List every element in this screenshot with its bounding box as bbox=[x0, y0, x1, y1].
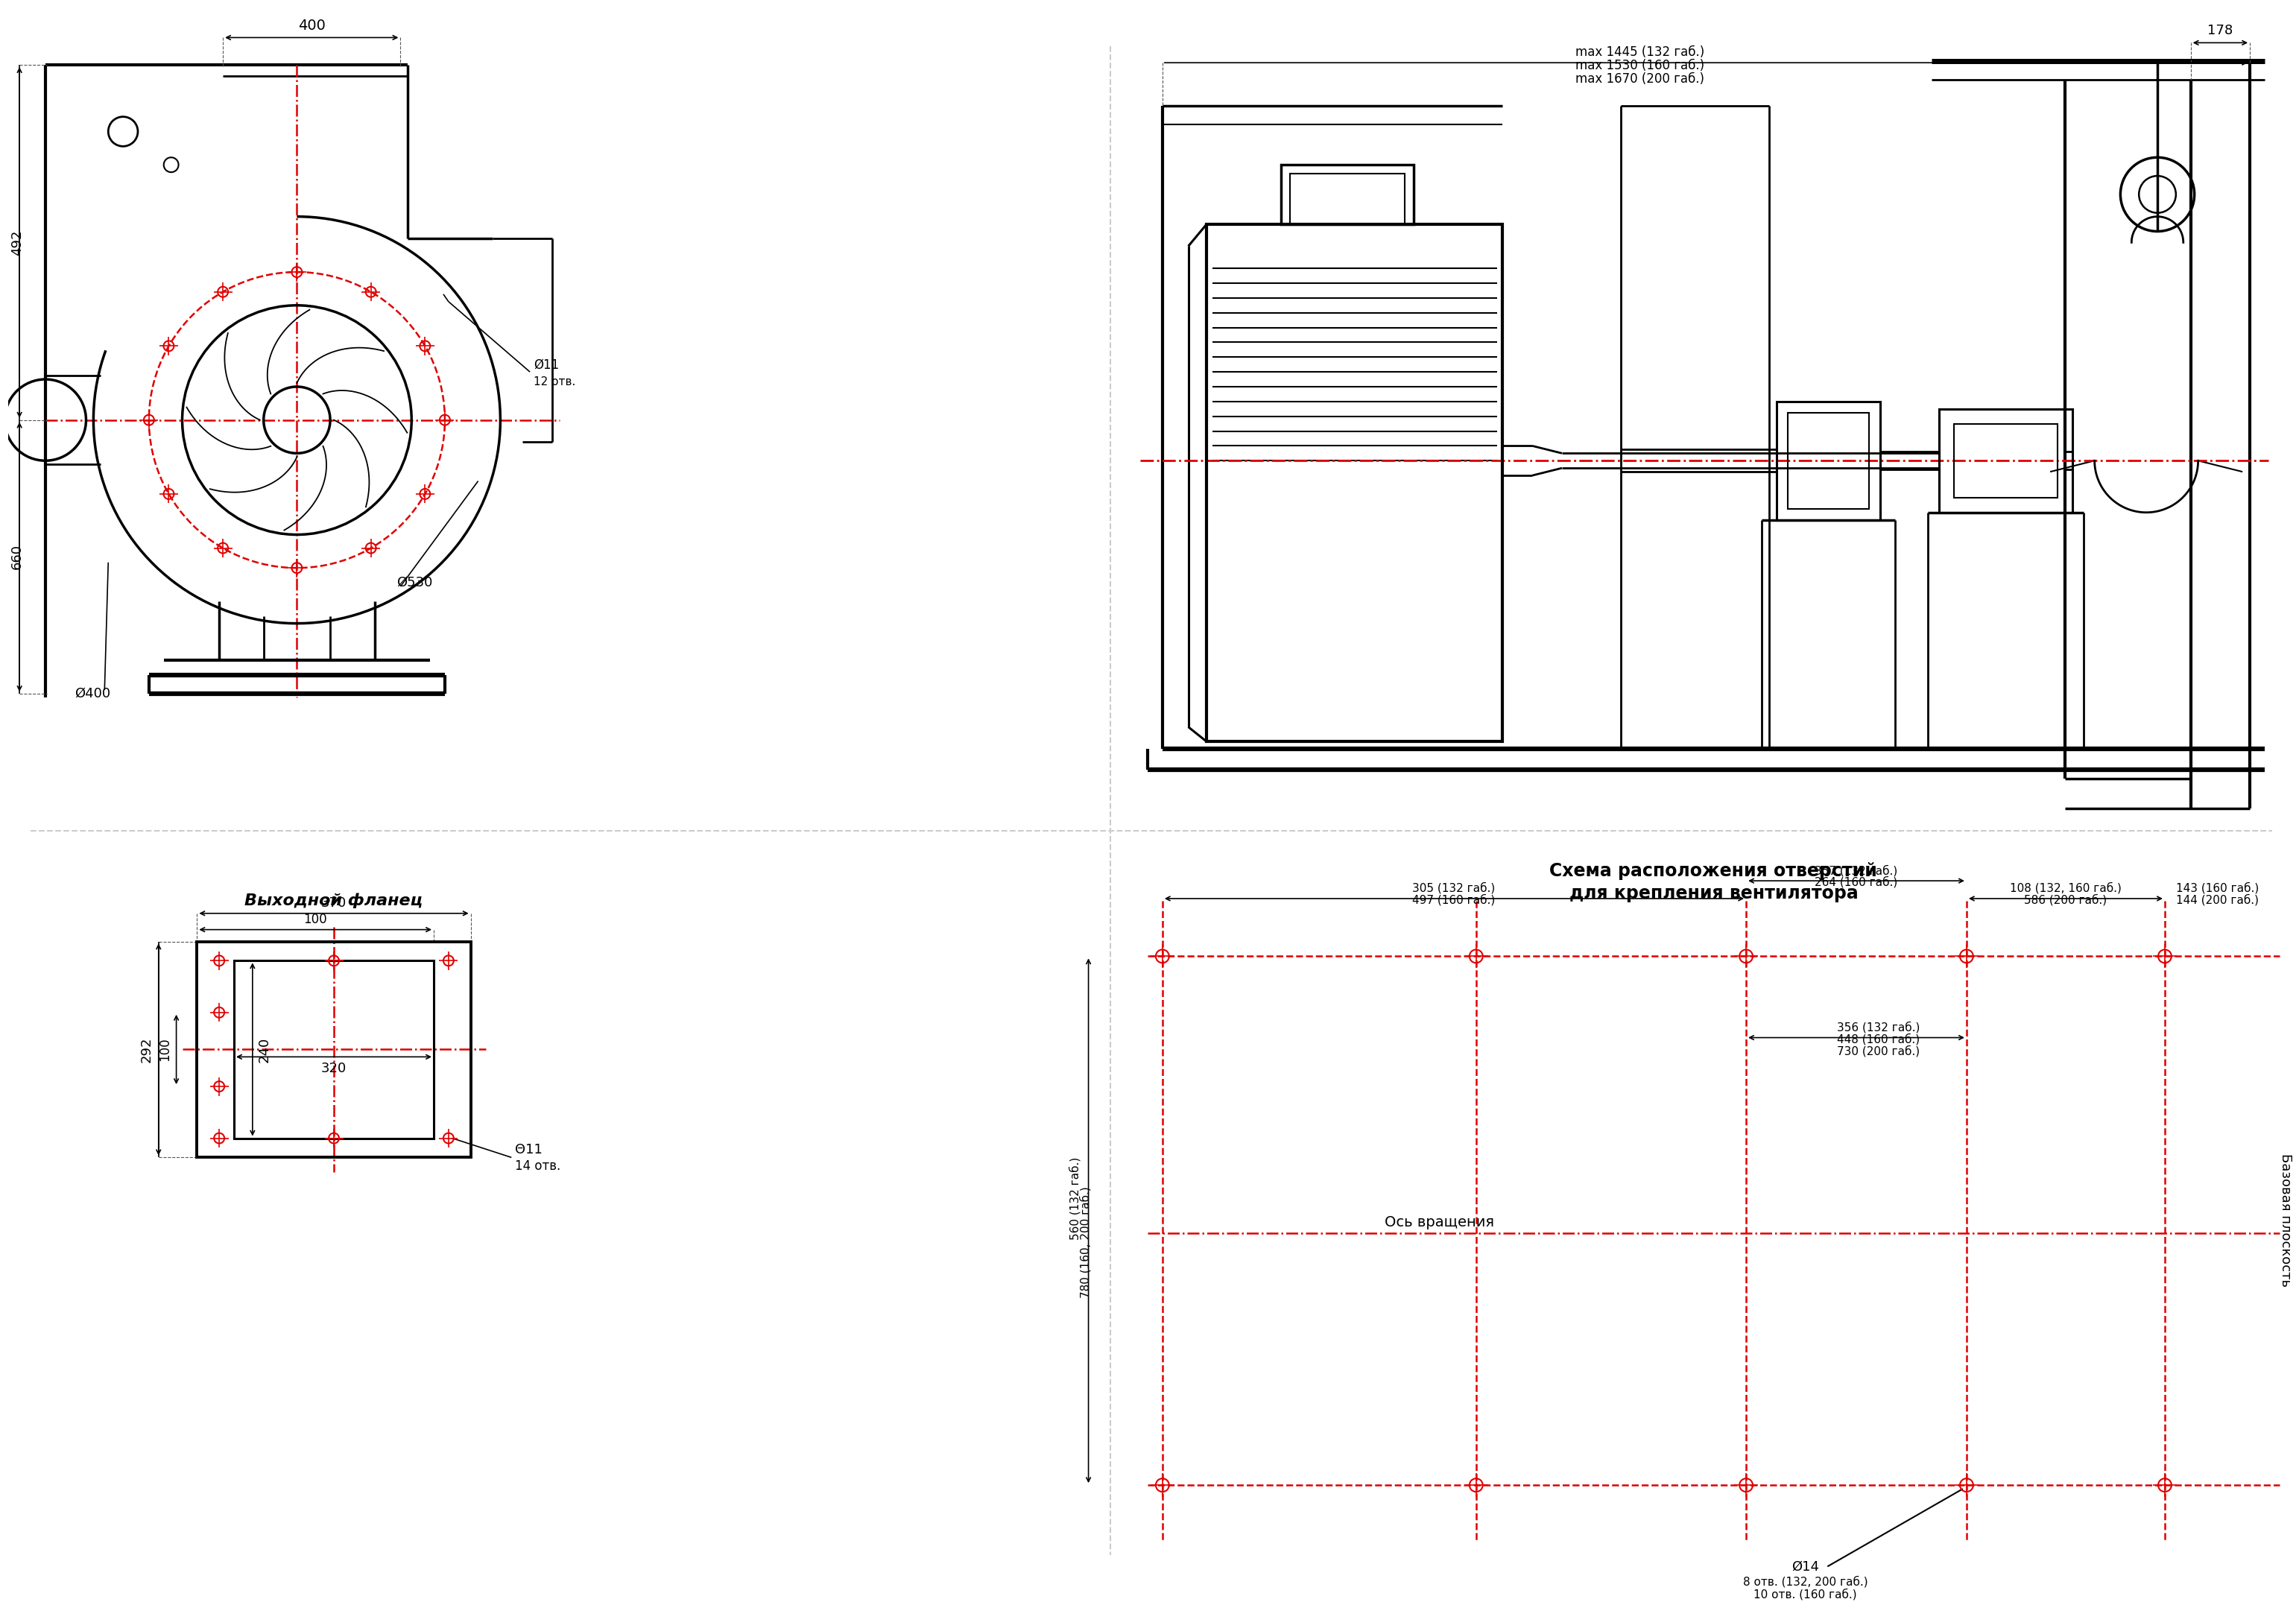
Text: Θ11: Θ11 bbox=[514, 1144, 542, 1157]
Text: 780 (160, 200 габ.): 780 (160, 200 габ.) bbox=[1079, 1187, 1091, 1298]
Bar bbox=[1290, 173, 1405, 224]
Bar bbox=[1954, 423, 2057, 498]
Text: 108 (132, 160 габ.): 108 (132, 160 габ.) bbox=[2009, 883, 2122, 894]
Text: 357 (132 габ.): 357 (132 габ.) bbox=[1814, 865, 1899, 876]
Text: 12 отв.: 12 отв. bbox=[533, 376, 576, 388]
Text: Схема расположения отверстий: Схема расположения отверстий bbox=[1550, 862, 1878, 879]
Text: 292: 292 bbox=[140, 1036, 154, 1062]
Text: 660: 660 bbox=[11, 545, 23, 569]
Circle shape bbox=[163, 157, 179, 171]
Text: 100: 100 bbox=[158, 1038, 172, 1061]
Text: 240: 240 bbox=[257, 1036, 271, 1062]
Text: для крепления вентилятора: для крепления вентилятора bbox=[1568, 884, 1857, 902]
Text: 143 (160 габ.): 143 (160 габ.) bbox=[2177, 883, 2259, 894]
Text: Ø14: Ø14 bbox=[1791, 1560, 1818, 1573]
Text: 586 (200 габ.): 586 (200 габ.) bbox=[2025, 894, 2108, 905]
Text: max 1445 (132 габ.): max 1445 (132 габ.) bbox=[1575, 46, 1704, 59]
Bar bbox=[1208, 224, 1502, 742]
Text: Ø530: Ø530 bbox=[397, 577, 434, 590]
Text: 100: 100 bbox=[303, 913, 326, 926]
Text: 497 (160 габ.): 497 (160 габ.) bbox=[1412, 894, 1495, 905]
Text: 305 (132 габ.): 305 (132 габ.) bbox=[1412, 883, 1495, 894]
Text: 730 (200 габ.): 730 (200 габ.) bbox=[1837, 1045, 1919, 1057]
Text: 448 (160 габ.): 448 (160 габ.) bbox=[1837, 1033, 1919, 1045]
Text: 492: 492 bbox=[11, 229, 23, 255]
Text: 356 (132 габ.): 356 (132 габ.) bbox=[1837, 1022, 1919, 1033]
Text: max 1530 (160 габ.): max 1530 (160 габ.) bbox=[1575, 59, 1704, 72]
Text: 8 отв. (132, 200 габ.): 8 отв. (132, 200 габ.) bbox=[1743, 1575, 1867, 1588]
Text: 178: 178 bbox=[2206, 24, 2234, 37]
Text: 264 (160 габ.): 264 (160 габ.) bbox=[1814, 876, 1899, 888]
Text: 320: 320 bbox=[321, 1062, 347, 1075]
Text: 370: 370 bbox=[321, 896, 347, 910]
Text: Ø11: Ø11 bbox=[533, 357, 560, 372]
Text: max 1670 (200 габ.): max 1670 (200 габ.) bbox=[1575, 72, 1704, 85]
Text: Ø400: Ø400 bbox=[76, 687, 110, 700]
Bar bbox=[1281, 165, 1414, 224]
Text: Выходной фланец: Выходной фланец bbox=[246, 894, 422, 908]
Bar bbox=[1777, 402, 1880, 519]
Text: 14 отв.: 14 отв. bbox=[514, 1160, 560, 1173]
Text: 400: 400 bbox=[298, 19, 326, 32]
Bar bbox=[1940, 409, 2073, 513]
Text: 144 (200 габ.): 144 (200 габ.) bbox=[2177, 894, 2259, 905]
Text: Базовая плоскость: Базовая плоскость bbox=[2278, 1153, 2291, 1286]
Text: 560 (132 габ.): 560 (132 габ.) bbox=[1070, 1157, 1081, 1240]
Text: 10 отв. (160 габ.): 10 отв. (160 габ.) bbox=[1754, 1589, 1857, 1600]
Bar bbox=[197, 942, 471, 1158]
Bar bbox=[1789, 413, 1869, 509]
Text: Ось вращения: Ось вращения bbox=[1384, 1216, 1495, 1230]
Bar bbox=[234, 961, 434, 1137]
